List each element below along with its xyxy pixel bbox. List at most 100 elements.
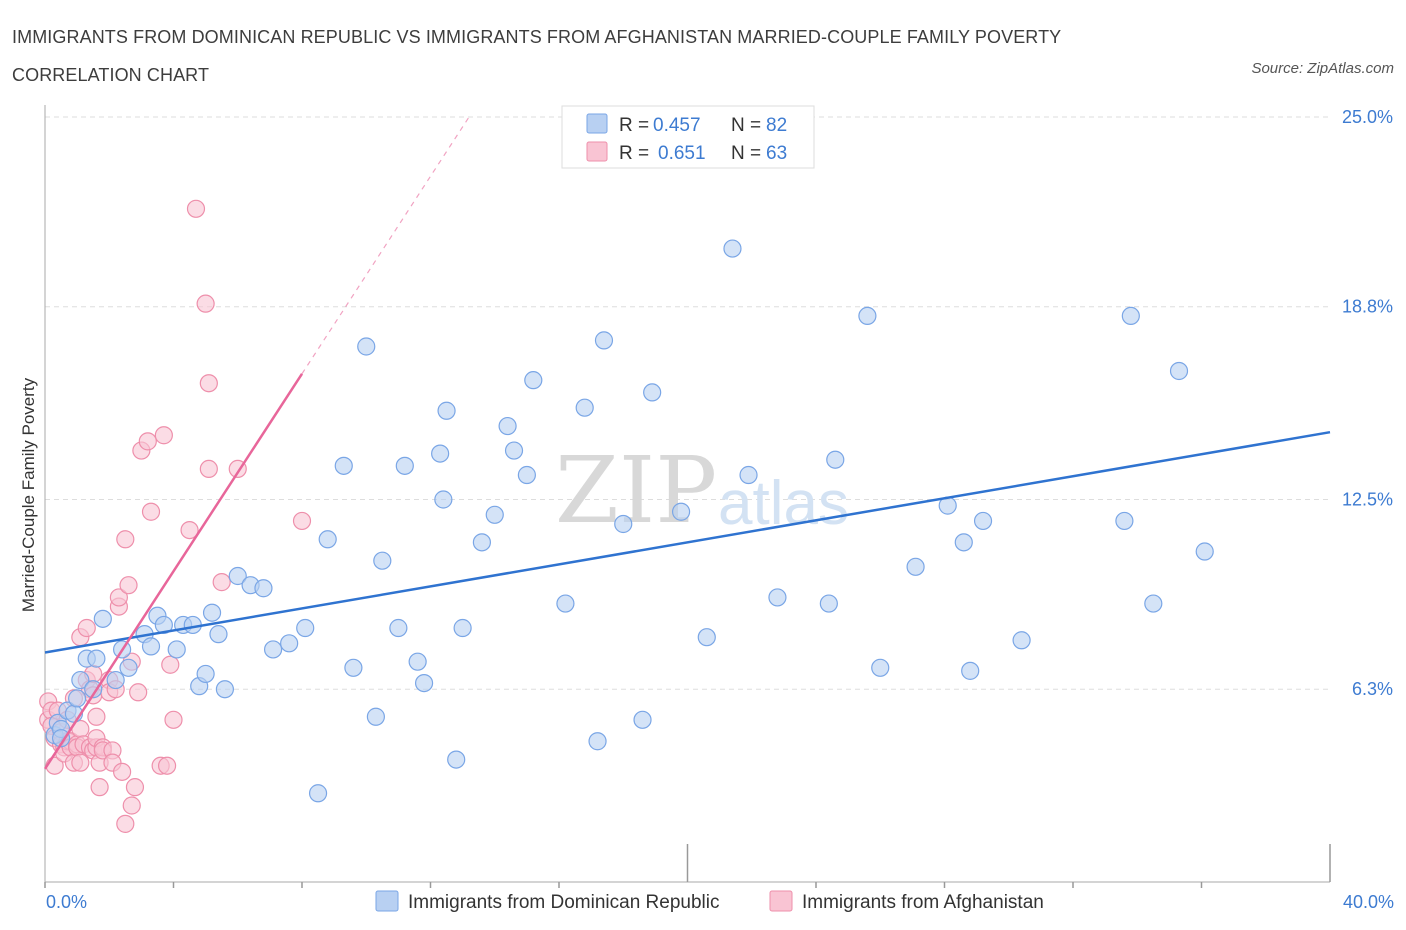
- legend-r-label-afghanistan: R =: [619, 143, 649, 164]
- legend-swatch-dominican: [586, 113, 608, 134]
- point-dominican-75: [1012, 631, 1031, 650]
- series-afghanistan-points: [39, 199, 312, 833]
- series-dominican-points: [45, 239, 1214, 803]
- point-dominican-53: [524, 371, 543, 390]
- point-dominican-81: [51, 729, 71, 748]
- point-dominican-31: [296, 618, 315, 638]
- point-dominican-55: [575, 398, 594, 417]
- trend-line-afghanistan: [43, 373, 304, 770]
- point-dominican-37: [366, 707, 385, 726]
- point-dominican-79: [1169, 361, 1189, 381]
- point-dominican-62: [697, 628, 716, 647]
- bottom-legend-label-afghanistan: Immigrants from Afghanistan: [802, 892, 1044, 913]
- point-afghanistan-56: [154, 426, 173, 445]
- point-dominican-61: [671, 502, 691, 521]
- point-dominican-39: [389, 618, 408, 638]
- point-afghanistan-19: [71, 753, 90, 772]
- point-dominican-23: [202, 603, 222, 622]
- point-dominican-52: [517, 465, 536, 485]
- grid-lines: [45, 116, 1330, 690]
- point-dominican-66: [819, 594, 838, 613]
- point-dominican-58: [614, 514, 633, 534]
- point-dominican-43: [431, 444, 450, 463]
- point-dominican-56: [588, 732, 607, 751]
- point-dominican-22: [196, 664, 215, 684]
- point-afghanistan-49: [122, 796, 141, 815]
- y-tick-label-0: 6.3%: [1352, 679, 1393, 699]
- point-dominican-30: [280, 634, 299, 653]
- point-dominican-69: [871, 658, 890, 677]
- point-afghanistan-23: [77, 618, 96, 638]
- legend-r-value-afghanistan: 0.651: [658, 143, 706, 164]
- tick-labels: 0.0% 40.0% 6.3% 12.5% 18.8% 25.0%: [46, 107, 1394, 912]
- point-dominican-42: [414, 673, 434, 693]
- point-dominican-15: [141, 637, 161, 656]
- point-dominican-78: [1144, 594, 1163, 613]
- point-dominican-17: [154, 615, 173, 635]
- point-dominican-63: [723, 239, 742, 258]
- point-afghanistan-53: [138, 432, 157, 451]
- point-afghanistan-34: [90, 778, 109, 797]
- legend-box: R = 0.457 N = 82 R = 0.651 N = 63: [561, 105, 815, 169]
- point-dominican-24: [209, 625, 228, 644]
- point-dominican-26: [228, 566, 247, 586]
- trend-line-extension-afghanistan: [301, 116, 470, 375]
- point-dominican-59: [633, 710, 652, 729]
- point-dominican-49: [485, 505, 504, 524]
- point-afghanistan-46: [116, 530, 135, 549]
- axes: [44, 105, 1331, 888]
- point-dominican-54: [556, 594, 575, 613]
- point-dominican-28: [254, 579, 273, 598]
- point-dominican-40: [395, 456, 414, 475]
- legend-n-label-dominican: N =: [731, 115, 761, 136]
- point-dominican-33: [318, 530, 337, 549]
- legend-n-value-dominican: 82: [766, 115, 787, 136]
- point-afghanistan-51: [129, 683, 148, 702]
- point-dominican-36: [357, 337, 376, 356]
- point-afghanistan-31: [87, 707, 106, 726]
- bottom-legend: Immigrants from Dominican Republic Immig…: [375, 890, 1044, 913]
- legend-n-value-afghanistan: 63: [766, 143, 787, 164]
- watermark-atlas: atlas: [718, 469, 849, 538]
- point-dominican-51: [504, 441, 524, 460]
- point-dominican-18: [167, 640, 186, 659]
- bottom-legend-swatch-dominican: [375, 890, 399, 912]
- point-dominican-41: [408, 652, 427, 671]
- point-afghanistan-44: [112, 762, 132, 781]
- point-dominican-67: [826, 450, 845, 469]
- point-afghanistan-61: [186, 199, 206, 218]
- point-dominican-32: [308, 784, 328, 803]
- trend-lines: [43, 116, 1331, 770]
- point-afghanistan-63: [199, 374, 218, 393]
- y-axis-label: Married-Couple Family Poverty: [19, 377, 38, 612]
- point-afghanistan-59: [164, 710, 183, 729]
- point-dominican-73: [961, 661, 980, 680]
- point-dominican-9: [87, 649, 106, 668]
- legend-r-label-dominican: R =: [619, 115, 649, 136]
- x-tick-label-max: 40.0%: [1343, 892, 1394, 912]
- point-dominican-74: [973, 511, 993, 531]
- point-dominican-70: [906, 557, 925, 576]
- point-dominican-50: [498, 416, 517, 436]
- point-dominican-11: [106, 670, 125, 690]
- point-dominican-64: [739, 465, 758, 485]
- trend-line-dominican: [44, 430, 1331, 654]
- point-dominican-35: [344, 658, 363, 677]
- point-dominican-47: [453, 618, 472, 638]
- bottom-legend-label-dominican: Immigrants from Dominican Republic: [408, 892, 720, 913]
- y-tick-label-1: 12.5%: [1342, 490, 1393, 510]
- point-afghanistan-43: [109, 588, 128, 607]
- point-dominican-65: [768, 588, 787, 607]
- legend-swatch-afghanistan: [586, 141, 608, 162]
- point-afghanistan-57: [157, 756, 177, 775]
- point-afghanistan-50: [125, 778, 145, 797]
- point-dominican-25: [215, 680, 234, 699]
- point-afghanistan-47: [119, 576, 138, 595]
- point-dominican-13: [119, 658, 138, 677]
- point-dominican-60: [643, 383, 662, 402]
- point-dominican-57: [594, 331, 614, 350]
- point-dominican-38: [373, 551, 392, 570]
- point-afghanistan-58: [161, 655, 180, 674]
- chart-title: IMMIGRANTS FROM DOMINICAN REPUBLIC VS IM…: [12, 27, 1061, 85]
